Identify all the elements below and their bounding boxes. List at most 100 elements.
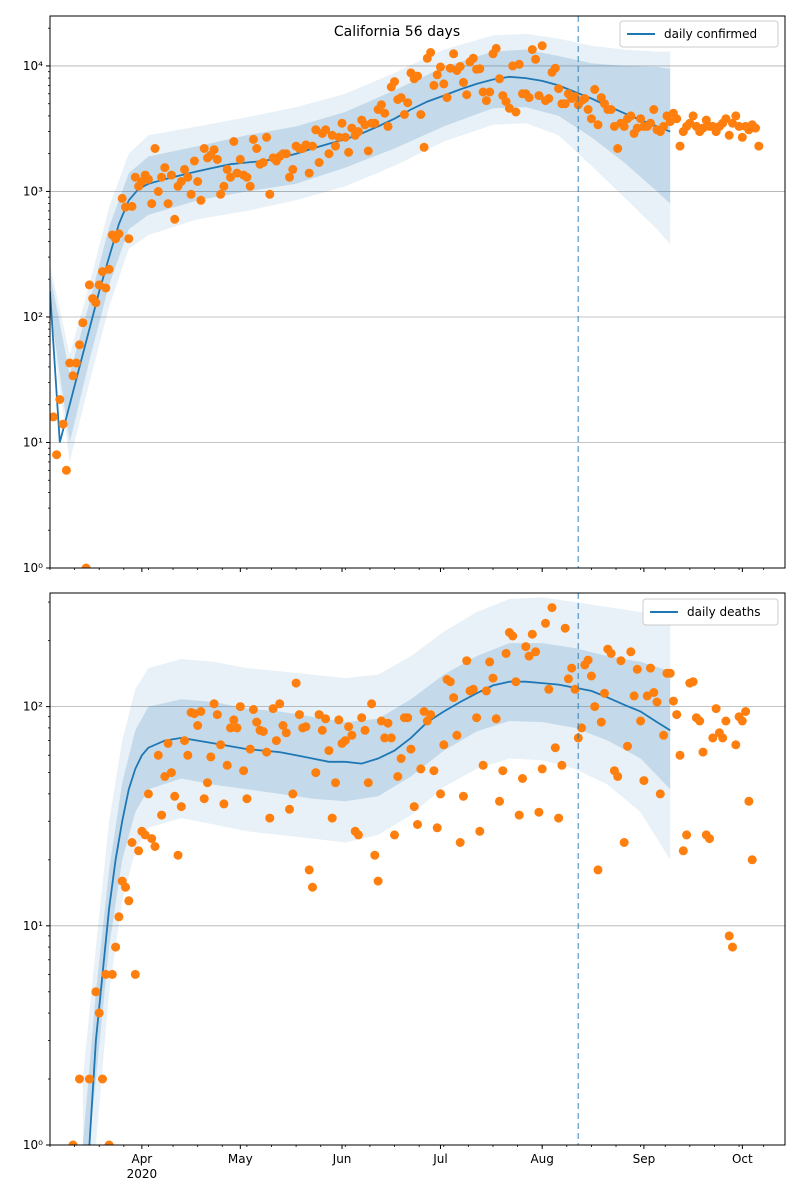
- data-point: [166, 768, 176, 778]
- data-point: [101, 283, 111, 293]
- data-point: [413, 820, 422, 829]
- legend: daily confirmed: [619, 20, 779, 48]
- x-tick-label: Oct: [732, 1152, 753, 1166]
- data-point: [193, 721, 203, 730]
- data-point: [68, 1140, 78, 1145]
- data-point: [107, 969, 117, 979]
- data-point: [370, 850, 380, 860]
- data-point: [590, 702, 600, 712]
- data-point: [314, 158, 324, 167]
- data-point: [242, 172, 252, 182]
- data-point: [386, 733, 396, 743]
- data-point: [577, 723, 587, 733]
- x-tick-sublabel: 2020: [127, 1167, 158, 1181]
- data-point: [455, 838, 465, 847]
- data-point: [445, 677, 455, 687]
- data-point: [682, 830, 692, 840]
- data-point: [511, 107, 521, 117]
- data-point: [209, 699, 219, 709]
- data-point: [462, 90, 472, 100]
- data-point: [403, 98, 413, 108]
- data-point: [252, 144, 262, 153]
- data-point: [668, 696, 678, 706]
- data-point: [229, 137, 239, 146]
- data-point: [468, 53, 478, 63]
- data-point: [334, 715, 344, 725]
- data-point: [406, 744, 416, 754]
- data-point: [344, 722, 354, 732]
- data-point: [514, 59, 524, 69]
- data-point: [613, 144, 623, 153]
- data-point: [613, 772, 623, 781]
- data-point: [672, 710, 682, 720]
- data-point: [196, 707, 206, 716]
- data-point: [429, 766, 439, 776]
- data-point: [737, 716, 747, 726]
- data-point: [449, 49, 459, 59]
- confirmed-panel: 10⁰ 10¹ 10² 10³ 10⁴ California 56 days daily…: [23, 15, 786, 575]
- data-point: [403, 713, 413, 723]
- data-point: [544, 684, 554, 694]
- data-point: [344, 147, 354, 157]
- data-point: [360, 725, 370, 735]
- data-point: [534, 807, 544, 817]
- data-point: [734, 121, 744, 131]
- data-point: [130, 172, 140, 182]
- data-point: [527, 45, 537, 55]
- data-point: [222, 760, 232, 770]
- data-point: [649, 688, 659, 697]
- data-point: [458, 77, 468, 87]
- data-point: [170, 791, 180, 801]
- legend: daily deaths: [642, 598, 779, 626]
- data-point: [304, 168, 314, 178]
- data-point: [514, 810, 524, 820]
- data-point: [281, 149, 291, 159]
- data-point: [357, 713, 367, 723]
- data-point: [491, 714, 501, 724]
- data-point: [393, 772, 403, 781]
- data-point: [619, 838, 629, 847]
- data-point: [235, 154, 245, 164]
- data-point: [222, 164, 232, 174]
- data-point: [636, 114, 646, 124]
- data-point: [639, 776, 649, 786]
- legend-label: daily deaths: [687, 605, 760, 619]
- data-point: [659, 730, 669, 740]
- data-point: [409, 802, 419, 812]
- data-point: [383, 718, 393, 728]
- data-point: [301, 722, 311, 732]
- data-point: [324, 746, 334, 756]
- data-point: [196, 195, 206, 205]
- data-point: [419, 142, 429, 152]
- data-point: [143, 789, 153, 799]
- data-point: [121, 202, 130, 212]
- data-point: [314, 710, 324, 720]
- data-point: [524, 93, 534, 103]
- data-point: [52, 450, 62, 460]
- data-point: [570, 92, 580, 102]
- data-point: [485, 657, 495, 667]
- data-point: [75, 340, 84, 350]
- data-point: [157, 172, 167, 182]
- data-point: [288, 164, 298, 174]
- data-point: [416, 110, 426, 119]
- data-point: [721, 716, 731, 726]
- legend-box: [619, 20, 779, 48]
- data-point: [376, 100, 386, 110]
- data-point: [258, 158, 268, 167]
- uncertainty-bands: [82, 597, 671, 1145]
- data-point: [458, 791, 468, 801]
- data-point: [432, 823, 442, 833]
- x-tick-label: Jul: [432, 1152, 447, 1166]
- data-point: [531, 647, 541, 657]
- data-point: [518, 774, 527, 783]
- data-point: [353, 127, 363, 137]
- data-point: [606, 648, 616, 658]
- data-point: [242, 794, 252, 804]
- data-point: [248, 705, 258, 714]
- data-point: [626, 647, 636, 657]
- data-point: [268, 704, 278, 714]
- data-point: [288, 789, 298, 799]
- y-tick-label: 10³: [23, 184, 43, 198]
- data-point: [416, 764, 426, 774]
